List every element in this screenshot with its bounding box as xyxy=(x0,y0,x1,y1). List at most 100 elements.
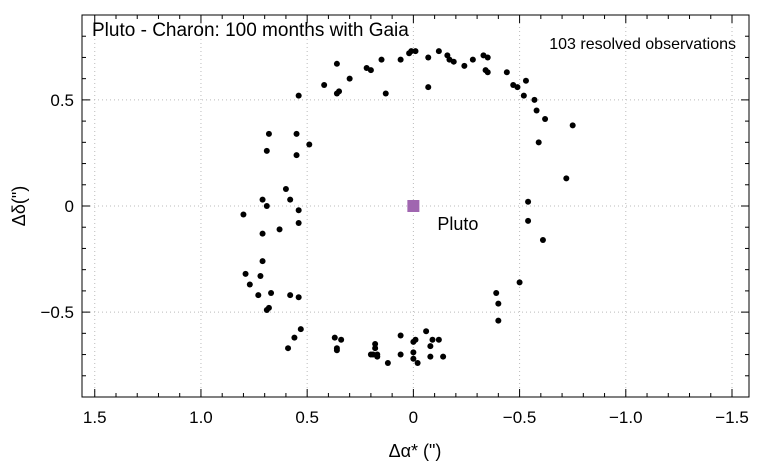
y-tick-label: 0.5 xyxy=(50,91,74,110)
observation-point xyxy=(423,328,430,335)
observation-point xyxy=(374,353,381,360)
observation-point xyxy=(338,336,345,343)
observation-point xyxy=(493,290,500,297)
observation-point xyxy=(259,258,266,265)
observation-point xyxy=(295,294,302,301)
observation-point xyxy=(425,84,432,91)
observation-point xyxy=(569,122,576,129)
y-tick-label: 0 xyxy=(65,197,74,216)
observation-point xyxy=(520,92,527,99)
observation-point xyxy=(412,48,419,55)
x-tick-labels: 1.5 1.0 0.5 0 −0.5 −1.0 −1.5 xyxy=(83,408,749,427)
observation-count-annotation: 103 resolved observations xyxy=(549,36,736,53)
observation-point xyxy=(382,90,389,97)
observation-point xyxy=(263,147,270,154)
observation-point xyxy=(276,226,283,233)
observation-point xyxy=(240,211,247,218)
axis-ticks xyxy=(82,14,749,398)
observation-point xyxy=(412,336,419,343)
observation-point xyxy=(495,317,502,324)
observation-point xyxy=(321,82,328,89)
observation-point xyxy=(287,292,294,299)
y-tick-labels: 0.5 0 −0.5 xyxy=(40,91,74,322)
observation-point xyxy=(363,65,370,72)
observation-point xyxy=(397,332,404,339)
observation-point xyxy=(440,353,447,360)
observation-point xyxy=(397,56,404,63)
observation-point xyxy=(427,353,434,360)
x-tick-label: −0.5 xyxy=(503,408,537,427)
observation-point xyxy=(516,279,523,286)
observation-point xyxy=(257,273,264,280)
observation-point xyxy=(255,292,262,299)
observation-point xyxy=(259,230,266,237)
observation-point xyxy=(522,77,529,84)
observation-point xyxy=(450,58,457,65)
observation-point xyxy=(533,107,540,114)
observation-point xyxy=(306,141,313,148)
observation-point xyxy=(414,360,421,367)
observation-point xyxy=(503,69,510,76)
observation-point xyxy=(263,203,270,209)
observation-point xyxy=(287,196,294,203)
observation-point xyxy=(525,198,532,205)
observation-point xyxy=(429,336,436,343)
y-tick-label: −0.5 xyxy=(40,303,74,322)
observation-point xyxy=(295,207,302,214)
observation-point xyxy=(563,175,570,182)
x-axis-label: Δα* (") xyxy=(389,441,442,461)
observation-point xyxy=(535,139,542,146)
pluto-marker xyxy=(407,200,420,212)
data-points xyxy=(240,48,576,367)
observation-point xyxy=(539,236,546,243)
observation-point xyxy=(461,62,468,69)
observation-point xyxy=(333,60,340,67)
observation-point xyxy=(367,351,374,358)
observation-point xyxy=(435,48,442,55)
observation-point xyxy=(495,300,502,307)
observation-point xyxy=(242,270,249,277)
y-axis-label: Δδ(") xyxy=(9,186,29,226)
pluto-label: Pluto xyxy=(437,214,478,234)
observation-point xyxy=(410,355,417,362)
observation-point xyxy=(372,340,379,347)
observation-point xyxy=(406,50,413,57)
observation-point xyxy=(331,334,338,341)
observation-point xyxy=(259,196,266,203)
observation-point xyxy=(346,75,353,82)
observation-point xyxy=(514,84,521,91)
observation-point xyxy=(397,351,404,358)
observation-point xyxy=(282,186,289,193)
observation-point xyxy=(285,345,292,352)
observation-point xyxy=(293,130,300,137)
observation-point xyxy=(484,69,491,76)
x-tick-label: 1.5 xyxy=(83,408,107,427)
observation-point xyxy=(469,56,476,63)
x-tick-label: 0 xyxy=(409,408,418,427)
observation-point xyxy=(425,54,432,61)
chart-title: Pluto - Charon: 100 months with Gaia xyxy=(92,20,409,41)
x-tick-label: −1.0 xyxy=(609,408,643,427)
observation-point xyxy=(295,219,302,226)
observation-point xyxy=(384,360,391,367)
observation-point xyxy=(435,336,442,343)
observation-point xyxy=(427,343,434,350)
x-tick-label: −1.5 xyxy=(715,408,749,427)
observation-point xyxy=(291,334,298,341)
observation-point xyxy=(525,217,532,224)
observation-point xyxy=(246,281,253,288)
observation-point xyxy=(295,92,302,99)
observation-point xyxy=(265,130,272,137)
x-tick-label: 1.0 xyxy=(189,408,213,427)
observation-point xyxy=(333,90,340,97)
observation-point xyxy=(372,345,379,352)
observation-point xyxy=(268,290,275,297)
observation-point xyxy=(484,54,491,61)
observation-point xyxy=(531,96,538,103)
observation-point xyxy=(410,349,417,356)
observation-point xyxy=(333,347,340,354)
observation-point xyxy=(542,115,549,122)
x-tick-label: 0.5 xyxy=(295,408,319,427)
observation-point xyxy=(297,326,304,333)
